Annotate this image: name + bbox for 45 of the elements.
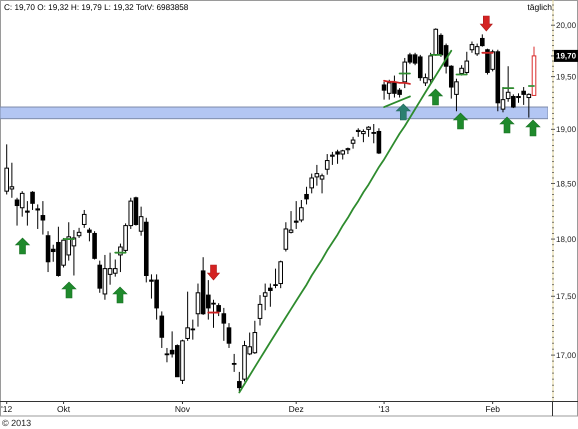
y-tick-label: 19,50 <box>556 72 577 82</box>
y-tick-label: 17,50 <box>556 292 577 302</box>
line-series <box>383 96 411 108</box>
candlestick <box>268 283 273 308</box>
candlestick <box>330 151 335 166</box>
candlestick <box>40 200 46 236</box>
x-tick-label: Okt <box>56 404 71 414</box>
candlestick <box>216 302 221 317</box>
chart-subtitle: täglich <box>527 2 552 12</box>
candlestick <box>25 200 30 226</box>
candlestick <box>480 34 485 48</box>
candlestick <box>82 209 87 228</box>
text: © 2013 <box>2 418 32 428</box>
y-tick-label: 17,00 <box>556 350 577 360</box>
candlestick <box>324 154 330 176</box>
candlestick <box>87 227 92 242</box>
candlestick <box>35 204 40 230</box>
candlestick <box>299 199 304 223</box>
y-tick-label: 18,50 <box>556 179 577 188</box>
candlestick <box>350 136 356 150</box>
candlestick <box>237 371 242 392</box>
x-tick-label: '12 <box>1 404 13 414</box>
y-tick-label: 18,00 <box>556 234 577 244</box>
x-tick-label: Dez <box>288 404 304 414</box>
candlestick <box>273 268 278 289</box>
candlestick <box>304 186 309 205</box>
candlestick <box>262 283 268 311</box>
y-tick-label: 20,00 <box>556 21 577 30</box>
candlestick <box>232 353 236 372</box>
candlestick <box>226 322 232 348</box>
chart-title: C: 19,70 O: 19,32 H: 19,79 L: 19,32 TotV: 6983858 <box>4 3 189 12</box>
candlestick <box>159 310 164 348</box>
candlestick <box>30 190 35 210</box>
candlestick <box>366 126 371 138</box>
candlestick <box>309 173 314 194</box>
candlestick <box>76 227 82 238</box>
candlestick <box>278 260 283 289</box>
candlestick <box>258 294 262 326</box>
y-tick-label: 19,00 <box>556 125 577 134</box>
candlestick <box>222 307 226 342</box>
candlestick <box>294 200 298 230</box>
y-tick-label: 19,70 <box>556 52 577 61</box>
x-tick-label: '13 <box>378 404 390 414</box>
x-tick-label: Nov <box>174 404 191 414</box>
x-tick-label: Feb <box>485 404 500 414</box>
